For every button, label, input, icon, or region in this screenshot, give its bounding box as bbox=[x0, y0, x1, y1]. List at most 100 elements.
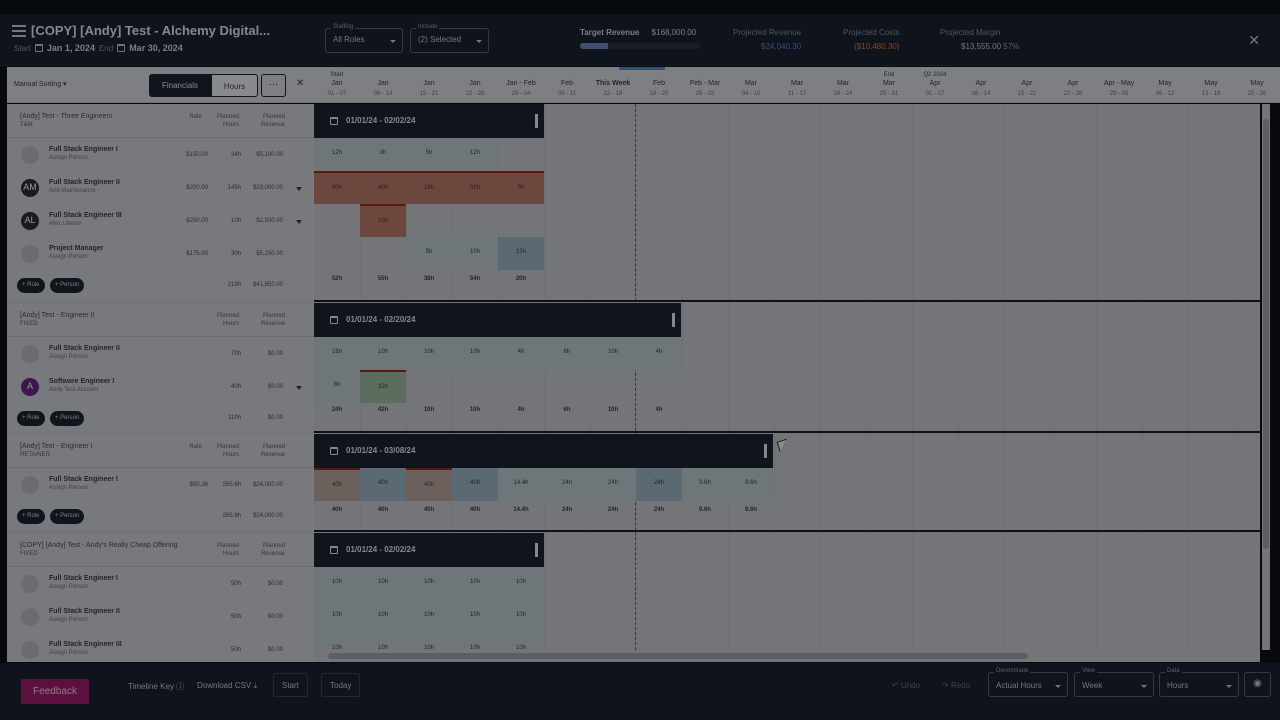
today-button[interactable]: Today bbox=[321, 673, 361, 697]
hours-cell[interactable]: 8h bbox=[314, 370, 360, 403]
role-row[interactable]: Full Stack Engineer III Assign Person 50… bbox=[7, 633, 314, 662]
assigned-person[interactable]: Assign Person bbox=[49, 485, 88, 491]
drag-handle[interactable] bbox=[535, 543, 538, 557]
phase-bar[interactable]: 01/01/24 - 02/02/24 bbox=[314, 104, 544, 138]
hours-cell[interactable]: 16h bbox=[314, 337, 360, 370]
role-row[interactable]: Full Stack Engineer I Assign Person 50h … bbox=[7, 567, 314, 600]
chevron-down-icon[interactable] bbox=[296, 386, 302, 390]
hamburger-menu-icon[interactable] bbox=[12, 25, 26, 37]
hours-cell[interactable]: 24h bbox=[636, 468, 682, 501]
hours-cell[interactable]: 10h bbox=[452, 337, 498, 370]
hours-cell[interactable]: 5h bbox=[406, 138, 452, 171]
drag-handle[interactable] bbox=[672, 313, 675, 327]
assigned-person[interactable]: Assign Person bbox=[49, 155, 88, 161]
hours-cell[interactable]: 10h bbox=[360, 567, 406, 600]
hours-cell[interactable]: 10h bbox=[406, 633, 452, 650]
hours-cell[interactable]: 10h bbox=[314, 633, 360, 650]
add-role-button[interactable]: + Role bbox=[17, 411, 45, 426]
hours-cell[interactable]: 10h bbox=[452, 567, 498, 600]
visibility-toggle-icon[interactable]: ◉ bbox=[1244, 672, 1271, 697]
hours-cell[interactable]: 10h bbox=[360, 600, 406, 633]
hours-cell[interactable]: 9.6h bbox=[728, 468, 774, 501]
view-select[interactable]: View Week bbox=[1074, 668, 1154, 697]
hours-cell[interactable]: 10h bbox=[498, 567, 544, 600]
hours-cell[interactable]: 10h bbox=[314, 600, 360, 633]
hours-cell[interactable]: 40h bbox=[314, 171, 360, 204]
hours-cell[interactable]: 40h bbox=[360, 171, 406, 204]
assigned-person[interactable]: And Maintenance bbox=[49, 188, 96, 194]
hours-cell[interactable]: 9.6h bbox=[682, 468, 728, 501]
hours-cell[interactable]: 10h bbox=[360, 337, 406, 370]
add-person-button[interactable]: + Person bbox=[50, 509, 85, 524]
hours-cell[interactable]: 10h bbox=[498, 600, 544, 633]
hours-toggle[interactable]: Hours bbox=[211, 74, 258, 97]
hours-cell[interactable]: 10h bbox=[452, 600, 498, 633]
close-icon[interactable]: ✕ bbox=[1248, 32, 1260, 48]
hours-cell[interactable]: 10h bbox=[452, 633, 498, 650]
phase-bar[interactable]: 01/01/24 - 02/20/24 bbox=[314, 303, 681, 337]
assigned-person[interactable]: Andy Test Account bbox=[49, 387, 99, 393]
hours-cell[interactable]: 5h bbox=[498, 171, 544, 204]
hours-cell[interactable]: 10h bbox=[406, 600, 452, 633]
hours-cell[interactable]: 4h bbox=[498, 337, 544, 370]
role-row[interactable]: Full Stack Engineer II Assign Person 70h… bbox=[7, 337, 314, 370]
add-role-button[interactable]: + Role bbox=[17, 509, 45, 524]
financials-toggle[interactable]: Financials bbox=[149, 74, 211, 97]
hours-cell[interactable]: 10h bbox=[452, 237, 498, 270]
role-row[interactable]: AL Full Stack Engineer III Alex Lifeson … bbox=[7, 204, 314, 237]
data-select[interactable]: Data Hours bbox=[1159, 668, 1239, 697]
phase-bar[interactable]: 01/01/24 - 02/02/24 bbox=[314, 533, 544, 567]
chevron-down-icon[interactable] bbox=[296, 220, 302, 224]
hours-cell[interactable]: 10h bbox=[360, 633, 406, 650]
hours-cell[interactable]: 10h bbox=[360, 204, 406, 237]
drag-handle[interactable] bbox=[535, 114, 538, 128]
hours-cell[interactable]: 15h bbox=[498, 237, 544, 270]
hours-cell[interactable]: 40h bbox=[406, 468, 452, 501]
hours-cell[interactable]: 14.4h bbox=[498, 468, 544, 501]
end-date[interactable]: Mar 30, 2024 bbox=[129, 43, 183, 53]
hours-cell[interactable]: 10h bbox=[314, 567, 360, 600]
vertical-scrollbar[interactable] bbox=[1262, 104, 1270, 650]
denominate-select[interactable]: Denominate Actual Hours bbox=[988, 668, 1068, 697]
hours-cell[interactable]: 40h bbox=[314, 468, 360, 501]
hours-cell[interactable]: 4h bbox=[636, 337, 682, 370]
add-role-button[interactable]: + Role bbox=[17, 278, 45, 293]
include-select[interactable]: Include (2) Selected bbox=[410, 24, 489, 53]
chevron-down-icon[interactable] bbox=[296, 187, 302, 191]
assigned-person[interactable]: Alex Lifeson bbox=[49, 221, 82, 227]
assigned-person[interactable]: Assign Person bbox=[49, 354, 88, 360]
collapse-icon[interactable]: ✕ bbox=[296, 78, 305, 89]
hours-cell[interactable]: 10h bbox=[406, 567, 452, 600]
start-date[interactable]: Jan 1, 2024 bbox=[46, 43, 95, 53]
hours-cell[interactable]: 32h bbox=[452, 171, 498, 204]
hours-cell[interactable]: 24h bbox=[590, 468, 636, 501]
hours-cell[interactable]: 6h bbox=[544, 337, 590, 370]
horizontal-scrollbar[interactable] bbox=[314, 650, 1260, 662]
role-row[interactable]: Full Stack Engineer II Assign Person 50h… bbox=[7, 600, 314, 633]
hours-cell[interactable]: 10h bbox=[498, 633, 544, 650]
role-row[interactable]: Full Stack Engineer I Assign Person $150… bbox=[7, 138, 314, 171]
hours-cell[interactable]: 10h bbox=[590, 337, 636, 370]
more-options-icon[interactable]: ··· bbox=[261, 74, 286, 97]
add-person-button[interactable]: + Person bbox=[50, 411, 85, 426]
hours-cell[interactable]: 10h bbox=[406, 337, 452, 370]
hours-cell[interactable]: 40h bbox=[360, 468, 406, 501]
hours-cell[interactable]: 12h bbox=[314, 138, 360, 171]
scrollbar-thumb[interactable] bbox=[328, 653, 1028, 659]
redo-button[interactable]: ↷ Redo bbox=[942, 681, 970, 690]
start-button[interactable]: Start bbox=[273, 673, 308, 697]
drag-handle[interactable] bbox=[764, 444, 767, 458]
assigned-person[interactable]: Assign Person bbox=[49, 650, 88, 656]
hours-cell[interactable]: 5h bbox=[406, 237, 452, 270]
role-row[interactable]: AM Full Stack Engineer II And Maintenanc… bbox=[7, 171, 314, 204]
feedback-button[interactable]: Feedback bbox=[21, 679, 89, 704]
undo-button[interactable]: ↶ Undo bbox=[892, 681, 920, 690]
assigned-person[interactable]: Assign Person bbox=[49, 584, 88, 590]
hours-cell[interactable]: 28h bbox=[406, 171, 452, 204]
hours-cell[interactable]: 40h bbox=[452, 468, 498, 501]
hours-cell[interactable]: 32h bbox=[360, 370, 406, 403]
assigned-person[interactable]: Assign Person bbox=[49, 254, 88, 260]
add-person-button[interactable]: + Person bbox=[50, 278, 85, 293]
staffing-select[interactable]: Staffing All Roles bbox=[325, 24, 403, 53]
role-row[interactable]: A Software Engineer I Andy Test Account … bbox=[7, 370, 314, 403]
